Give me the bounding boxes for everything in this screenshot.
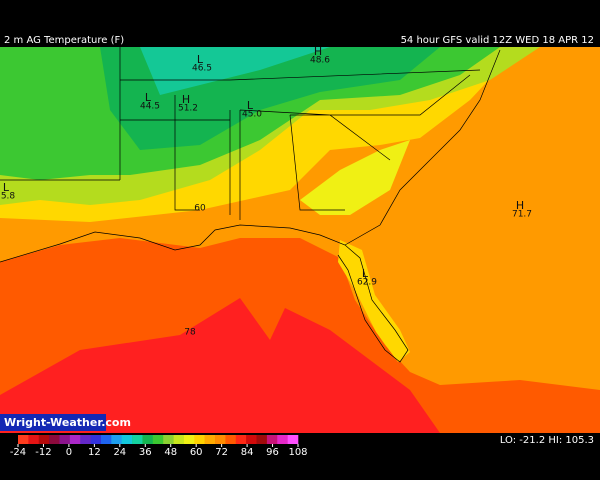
label-value: 78 [184,328,196,338]
colorbar-swatch [235,435,247,444]
label-value: 51.2 [178,104,198,114]
colorbar-swatch [121,435,133,444]
colorbar-swatch [132,435,143,444]
label-value: 48.6 [310,56,330,66]
pressure-symbol: L [3,181,10,194]
colorbar: -24 -12 0 12 24 36 48 60 72 84 96 108 [10,435,308,458]
pressure-symbol: L [145,91,152,104]
pressure-symbol: L [362,267,369,280]
colorbar-swatch [163,435,174,444]
colorbar-swatch [152,435,164,444]
label-value: 46.5 [192,64,212,74]
map [0,47,600,433]
colorbar-tick-label: 96 [266,447,279,458]
colorbar-swatch [18,435,29,444]
label-value: 44.5 [140,102,160,112]
pressure-symbol: H [182,93,190,106]
colorbar-swatch [59,435,71,444]
colorbar-swatch [215,435,226,444]
colorbar-tick-label: 36 [139,447,152,458]
colorbar-swatch [69,435,81,444]
colorbar-swatch [287,435,299,444]
pressure-symbol: H [516,199,524,212]
colorbar-swatch [38,435,50,444]
colorbar-tick-label: 12 [88,447,101,458]
colorbar-swatch [246,435,257,444]
colorbar-tick-label: 0 [66,447,72,458]
colorbar-tick-label: -12 [35,447,51,458]
header-title: 2 m AG Temperature (F) [4,35,124,46]
colorbar-tick-label: 84 [241,447,254,458]
colorbar-swatch [111,435,123,444]
pressure-symbol: L [197,53,204,66]
colorbar-tick-label: -24 [10,447,26,458]
extremes: LO: -21.2 HI: 105.3 [500,435,594,446]
colorbar-swatch [277,435,288,444]
colorbar-tick-label: 48 [164,447,177,458]
colorbar-tick-label: 24 [113,447,126,458]
label-value: 62.9 [357,278,377,288]
label-value: 60 [194,204,206,214]
label-value: 71.7 [512,210,532,220]
colorbar-tick-label: 60 [190,447,203,458]
colorbar-tick-label: 108 [288,447,307,458]
colorbar-swatch [90,435,102,444]
colorbar-swatch [256,435,268,444]
colorbar-swatch [183,435,195,444]
colorbar-swatch [204,435,216,444]
colorbar-swatch [100,435,112,444]
header-run: 54 hour GFS valid 12Z WED 18 APR 12 [401,35,594,46]
colorbar-swatch [28,435,40,444]
watermark-box [0,414,106,431]
pressure-symbol: H [314,45,322,58]
label-value: 45.0 [242,110,262,120]
colorbar-swatch [49,435,60,444]
colorbar-swatch [194,435,205,444]
watermark: Wright-Weather.com [4,416,131,429]
pressure-symbol: L [247,99,254,112]
colorbar-swatch [80,435,91,444]
colorbar-swatch [173,435,185,444]
colorbar-swatch [225,435,237,444]
colorbar-swatch [142,435,154,444]
colorbar-tick-label: 72 [215,447,228,458]
colorbar-swatch [266,435,278,444]
label-value: 5.8 [1,192,16,202]
